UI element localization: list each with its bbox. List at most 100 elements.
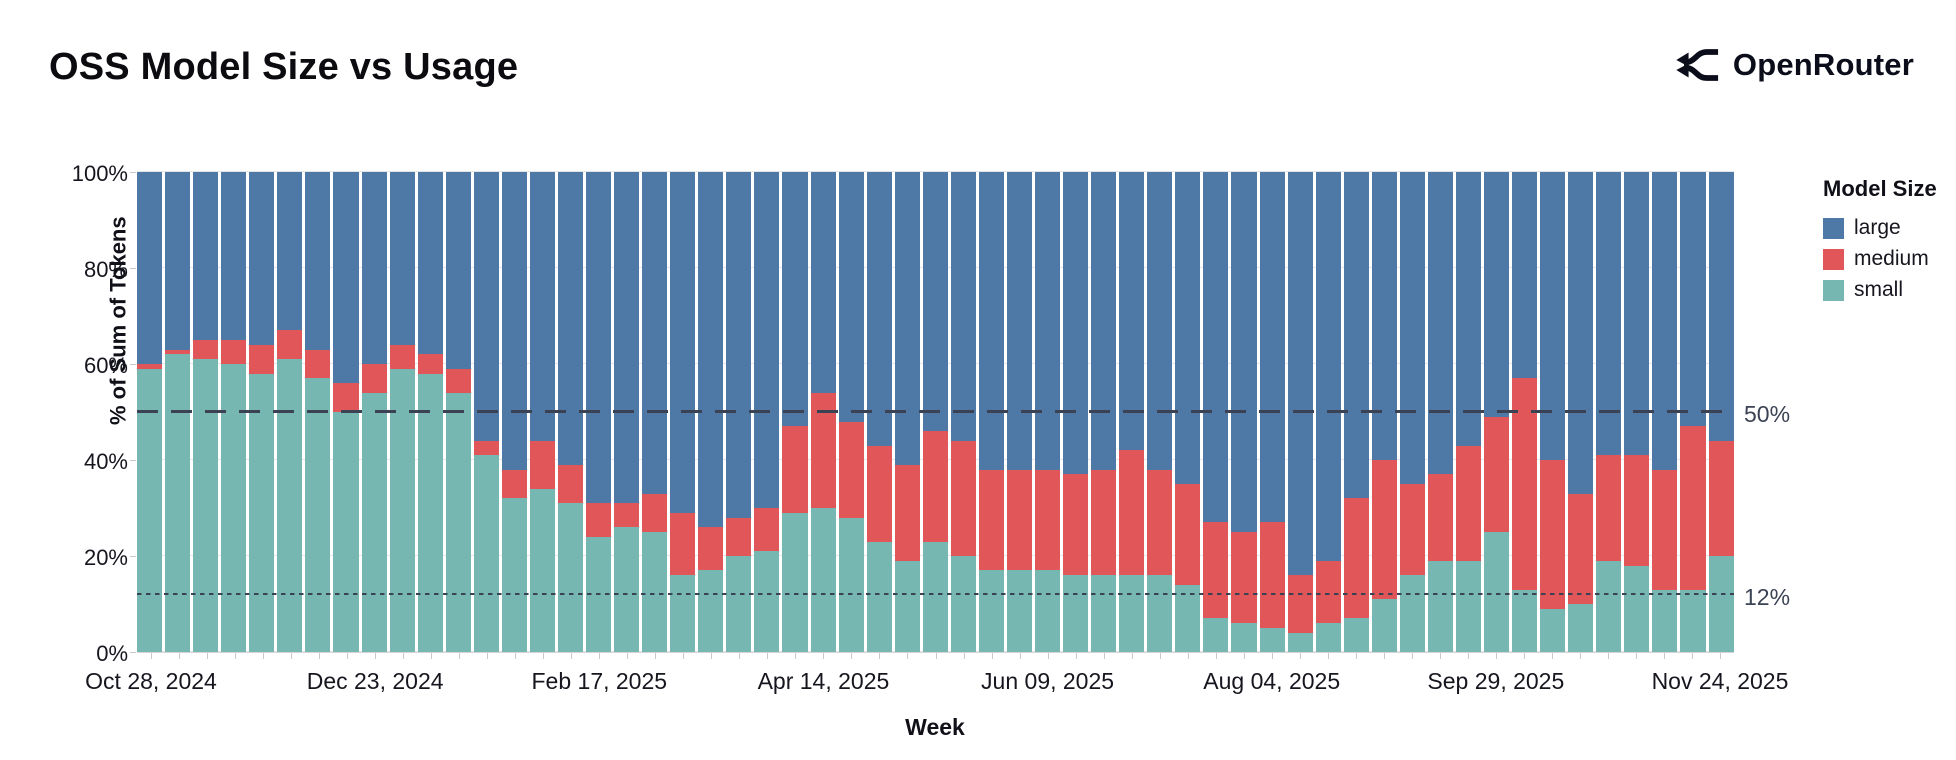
segment-large[interactable] (698, 172, 724, 528)
stacked-bar-week-20[interactable] (670, 172, 696, 652)
segment-large[interactable] (1484, 172, 1510, 417)
segment-large[interactable] (1287, 172, 1313, 576)
segment-medium[interactable] (501, 469, 527, 499)
stacked-bar-week-15[interactable] (529, 172, 555, 652)
segment-medium[interactable] (361, 364, 387, 393)
segment-large[interactable] (165, 172, 191, 350)
segment-medium[interactable] (1399, 484, 1425, 576)
segment-large[interactable] (1540, 172, 1566, 461)
segment-medium[interactable] (726, 517, 752, 556)
segment-small[interactable] (193, 359, 219, 652)
segment-medium[interactable] (193, 340, 219, 360)
stacked-bar-week-33[interactable] (1035, 172, 1061, 652)
segment-medium[interactable] (698, 527, 724, 571)
stacked-bar-week-13[interactable] (473, 172, 499, 652)
stacked-bar-week-23[interactable] (754, 172, 780, 652)
segment-small[interactable] (1512, 589, 1538, 652)
segment-medium[interactable] (754, 508, 780, 552)
segment-medium[interactable] (1484, 416, 1510, 532)
stacked-bar-week-55[interactable] (1652, 172, 1678, 652)
segment-small[interactable] (698, 570, 724, 652)
segment-medium[interactable] (866, 445, 892, 542)
stacked-bar-week-21[interactable] (698, 172, 724, 652)
segment-medium[interactable] (1680, 426, 1706, 590)
stacked-bar-week-46[interactable] (1399, 172, 1425, 652)
segment-small[interactable] (165, 354, 191, 652)
segment-small[interactable] (950, 556, 976, 652)
segment-large[interactable] (1175, 172, 1201, 485)
segment-large[interactable] (389, 172, 415, 345)
segment-small[interactable] (445, 392, 471, 652)
stacked-bar-week-18[interactable] (614, 172, 640, 652)
segment-large[interactable] (1343, 172, 1369, 499)
segment-large[interactable] (1147, 172, 1173, 470)
segment-medium[interactable] (642, 493, 668, 532)
stacked-bar-week-36[interactable] (1119, 172, 1145, 652)
stacked-bar-week-37[interactable] (1147, 172, 1173, 652)
segment-medium[interactable] (249, 344, 275, 374)
segment-medium[interactable] (1006, 469, 1032, 571)
stacked-bar-week-5[interactable] (249, 172, 275, 652)
segment-small[interactable] (389, 368, 415, 652)
segment-medium[interactable] (1427, 474, 1453, 561)
stacked-bar-week-57[interactable] (1708, 172, 1734, 652)
stacked-bar-week-40[interactable] (1231, 172, 1257, 652)
segment-large[interactable] (642, 172, 668, 494)
segment-large[interactable] (1455, 172, 1481, 446)
segment-large[interactable] (417, 172, 443, 355)
segment-medium[interactable] (1652, 469, 1678, 590)
segment-large[interactable] (1091, 172, 1117, 470)
stacked-bar-week-14[interactable] (501, 172, 527, 652)
segment-medium[interactable] (1540, 460, 1566, 609)
segment-small[interactable] (501, 498, 527, 652)
stacked-bar-week-9[interactable] (361, 172, 387, 652)
segment-medium[interactable] (529, 440, 555, 489)
segment-large[interactable] (1063, 172, 1089, 475)
segment-small[interactable] (1006, 570, 1032, 652)
segment-large[interactable] (557, 172, 583, 465)
segment-small[interactable] (782, 512, 808, 652)
stacked-bar-week-19[interactable] (642, 172, 668, 652)
segment-small[interactable] (1119, 575, 1145, 652)
stacked-bar-week-49[interactable] (1484, 172, 1510, 652)
segment-small[interactable] (838, 517, 864, 652)
segment-large[interactable] (529, 172, 555, 441)
segment-large[interactable] (361, 172, 387, 365)
segment-medium[interactable] (417, 354, 443, 374)
segment-small[interactable] (1315, 623, 1341, 652)
stacked-bar-week-26[interactable] (838, 172, 864, 652)
segment-medium[interactable] (305, 349, 331, 379)
stacked-bar-week-34[interactable] (1063, 172, 1089, 652)
segment-large[interactable] (1231, 172, 1257, 533)
segment-medium[interactable] (389, 344, 415, 369)
segment-small[interactable] (417, 373, 443, 652)
stacked-bar-week-30[interactable] (950, 172, 976, 652)
segment-medium[interactable] (978, 469, 1004, 571)
segment-small[interactable] (670, 575, 696, 652)
segment-large[interactable] (586, 172, 612, 504)
stacked-bar-week-7[interactable] (305, 172, 331, 652)
stacked-bar-week-29[interactable] (922, 172, 948, 652)
segment-large[interactable] (922, 172, 948, 432)
segment-large[interactable] (1680, 172, 1706, 427)
stacked-bar-week-10[interactable] (389, 172, 415, 652)
stacked-bar-week-38[interactable] (1175, 172, 1201, 652)
segment-medium[interactable] (1063, 474, 1089, 576)
stacked-bar-week-22[interactable] (726, 172, 752, 652)
segment-large[interactable] (193, 172, 219, 341)
segment-medium[interactable] (922, 431, 948, 542)
stacked-bar-week-32[interactable] (1006, 172, 1032, 652)
segment-small[interactable] (922, 541, 948, 652)
segment-large[interactable] (1596, 172, 1622, 456)
segment-medium[interactable] (586, 503, 612, 537)
segment-large[interactable] (1427, 172, 1453, 475)
segment-small[interactable] (1175, 584, 1201, 652)
stacked-bar-week-1[interactable] (137, 172, 163, 652)
stacked-bar-week-31[interactable] (978, 172, 1004, 652)
segment-large[interactable] (614, 172, 640, 504)
segment-medium[interactable] (838, 421, 864, 518)
segment-large[interactable] (221, 172, 247, 340)
segment-small[interactable] (137, 368, 163, 652)
segment-small[interactable] (1259, 628, 1285, 652)
segment-small[interactable] (249, 373, 275, 652)
